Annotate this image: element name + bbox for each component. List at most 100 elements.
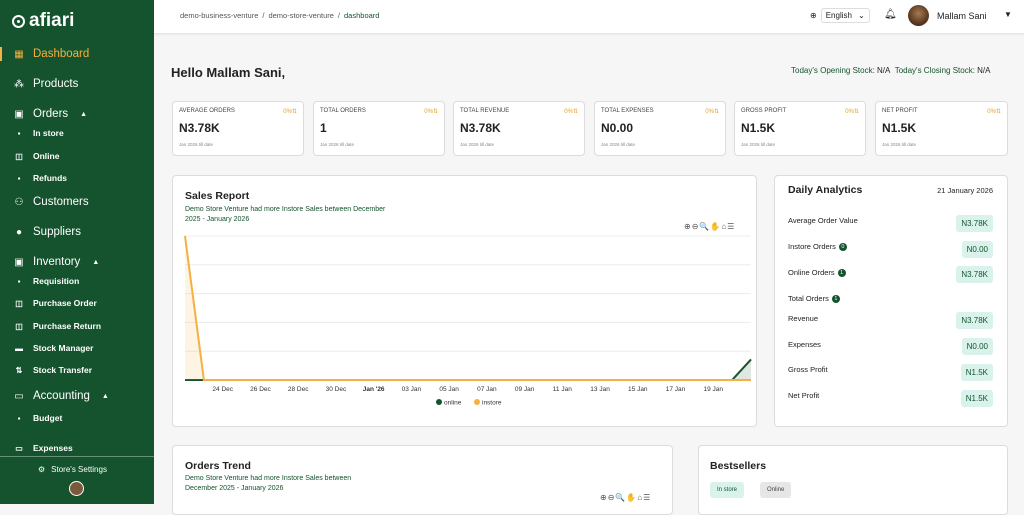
logo[interactable]: afiari — [12, 10, 74, 32]
bag-icon: ◫ — [15, 298, 23, 308]
stat-value: N3.78K — [460, 121, 501, 135]
card-icon: ▭ — [15, 443, 23, 453]
series-area-instore — [185, 236, 751, 380]
sidebar-item-label: Requisition — [33, 276, 80, 286]
sidebar-item-inventory[interactable]: ▣ Inventory ▲ — [0, 256, 154, 268]
grid-icon: ▦ — [14, 48, 24, 60]
da-value: N0.00 — [961, 241, 993, 258]
caret-up-icon: ▲ — [80, 110, 88, 118]
da-row-online-orders: Online Orders 1 — [788, 268, 846, 277]
legend-marker-online — [436, 399, 442, 405]
language-select[interactable]: English ⌄ — [820, 8, 870, 23]
da-label: Net Profit — [788, 391, 820, 400]
user-avatar[interactable] — [908, 5, 929, 26]
caret-up-icon: ▲ — [92, 258, 100, 266]
page-title: Hello Mallam Sani, — [171, 65, 286, 80]
sidebar-item-stock-manager[interactable]: ▬ Stock Manager — [0, 343, 154, 353]
closing-stock-value: N/A — [977, 66, 991, 75]
legend-label-online: online — [444, 400, 462, 407]
bag-icon: ◫ — [15, 321, 23, 331]
bag-icon: ◫ — [15, 151, 23, 161]
breadcrumb-business[interactable]: demo-business-venture — [180, 11, 259, 20]
clipboard-icon: ▣ — [14, 108, 24, 120]
caret-up-icon: ▲ — [101, 392, 109, 400]
user-icon: ● — [15, 226, 23, 238]
hierarchy-icon: ⁂ — [14, 78, 24, 90]
stat-date: Jan 2026 till date — [741, 142, 776, 147]
legend-label-instore: instore — [482, 400, 502, 407]
x-tick-label: 05 Jan — [439, 386, 459, 393]
transfer-icon: ⇅ — [15, 365, 23, 375]
sidebar-item-label: In store — [33, 128, 64, 138]
da-value: N1.5K — [960, 364, 993, 381]
da-label: Instore Orders — [788, 242, 836, 251]
sidebar-item-products[interactable]: ⁂ Products — [0, 78, 154, 90]
stat-card-average-orders: AVERAGE ORDERS 0%⇅ N3.78K Jan 2026 till … — [172, 101, 304, 156]
chart-toolbar[interactable]: ⊕⊖🔍✋⌂☰ — [684, 222, 736, 231]
sidebar-item-requisition[interactable]: ▪ Requisition — [0, 276, 154, 286]
da-value: N3.78K — [956, 215, 993, 232]
sales-report-subtitle-1: Demo Store Venture had more Instore Sale… — [185, 206, 386, 213]
x-tick-label: 26 Dec — [250, 386, 271, 393]
language-selector[interactable]: ⊕ English ⌄ — [810, 8, 870, 23]
store-avatar[interactable] — [69, 481, 84, 496]
stat-date: Jan 2026 till date — [601, 142, 636, 147]
sidebar-item-label: Stock Manager — [33, 343, 94, 353]
series-line-instore — [184, 235, 751, 381]
da-row-revenue: Revenue — [788, 314, 818, 323]
da-label: Online Orders — [788, 268, 835, 277]
chevron-down-icon: ⌄ — [857, 11, 865, 20]
sidebar-item-customers[interactable]: ⚇ Customers — [0, 196, 154, 208]
sidebar-item-purchase-return[interactable]: ◫ Purchase Return — [0, 321, 154, 331]
tab-online[interactable]: Online — [760, 482, 792, 498]
sidebar-item-budget[interactable]: ▪ Budget — [0, 413, 154, 423]
x-tick-label: 24 Dec — [212, 386, 233, 393]
stat-card-net-profit: NET PROFIT 0%⇅ N1.5K Jan 2026 till date — [875, 101, 1008, 156]
opening-stock-label: Today's Opening Stock: — [791, 66, 875, 75]
sidebar-item-label: Stock Transfer — [33, 365, 93, 375]
user-name[interactable]: Mallam Sani — [937, 11, 987, 21]
sidebar-item-expenses[interactable]: ▭ Expenses — [0, 443, 154, 453]
chart-toolbar[interactable]: ⊕⊖🔍✋⌂☰ — [600, 493, 652, 502]
x-tick-label: 07 Jan — [477, 386, 497, 393]
stat-date: Jan 2026 till date — [460, 142, 495, 147]
sidebar-item-dashboard[interactable]: ▦ Dashboard — [0, 47, 154, 61]
daily-analytics-title: Daily Analytics — [788, 184, 863, 196]
tab-in-store[interactable]: In store — [710, 482, 745, 498]
stat-percent: 0%⇅ — [283, 109, 297, 115]
store-icon: ▪ — [17, 276, 21, 286]
da-label: Total Orders — [788, 294, 829, 303]
x-tick-label: 19 Jan — [704, 386, 724, 393]
receipt-icon: ▪ — [17, 173, 21, 183]
store-settings-link[interactable]: ⚙ Store's Settings — [38, 465, 107, 474]
stat-percent: 0%⇅ — [845, 109, 859, 115]
chevron-down-icon[interactable]: ▼ — [1004, 10, 1012, 19]
breadcrumb-store[interactable]: demo-store-venture — [268, 11, 334, 20]
sidebar-item-label: Budget — [33, 413, 63, 423]
x-tick-label: 28 Dec — [288, 386, 309, 393]
sidebar-item-online[interactable]: ◫ Online — [0, 151, 154, 161]
stat-value: N3.78K — [179, 121, 220, 135]
orders-trend-title: Orders Trend — [185, 460, 251, 472]
da-label: Expenses — [788, 340, 821, 349]
series-line-online — [185, 358, 752, 381]
opening-stock-value: N/A — [877, 66, 891, 75]
breadcrumb: demo-business-venture / demo-store-ventur… — [180, 11, 379, 20]
x-tick-label: 03 Jan — [402, 386, 422, 393]
sidebar-item-label: Refunds — [33, 173, 67, 183]
da-row-gross-profit: Gross Profit — [788, 365, 828, 374]
sidebar-item-refunds[interactable]: ▪ Refunds — [0, 173, 154, 183]
sidebar-item-stock-transfer[interactable]: ⇅ Stock Transfer — [0, 365, 154, 375]
sidebar-item-in-store[interactable]: ▪ In store — [0, 128, 154, 138]
bell-icon[interactable]: 🔔︎ — [884, 9, 897, 20]
sidebar-item-suppliers[interactable]: ● Suppliers — [0, 226, 154, 238]
sidebar-item-label: Purchase Order — [33, 298, 97, 308]
sidebar-item-accounting[interactable]: ▭ Accounting ▲ — [0, 390, 154, 402]
da-value: N0.00 — [961, 338, 993, 355]
da-row-instore-orders: Instore Orders 0 — [788, 242, 847, 251]
stat-label: AVERAGE ORDERS — [179, 108, 235, 114]
sidebar-item-orders[interactable]: ▣ Orders ▲ — [0, 108, 154, 120]
x-tick-label: 17 Jan — [666, 386, 686, 393]
sidebar-item-purchase-order[interactable]: ◫ Purchase Order — [0, 298, 154, 308]
money-icon: ▭ — [14, 390, 24, 402]
